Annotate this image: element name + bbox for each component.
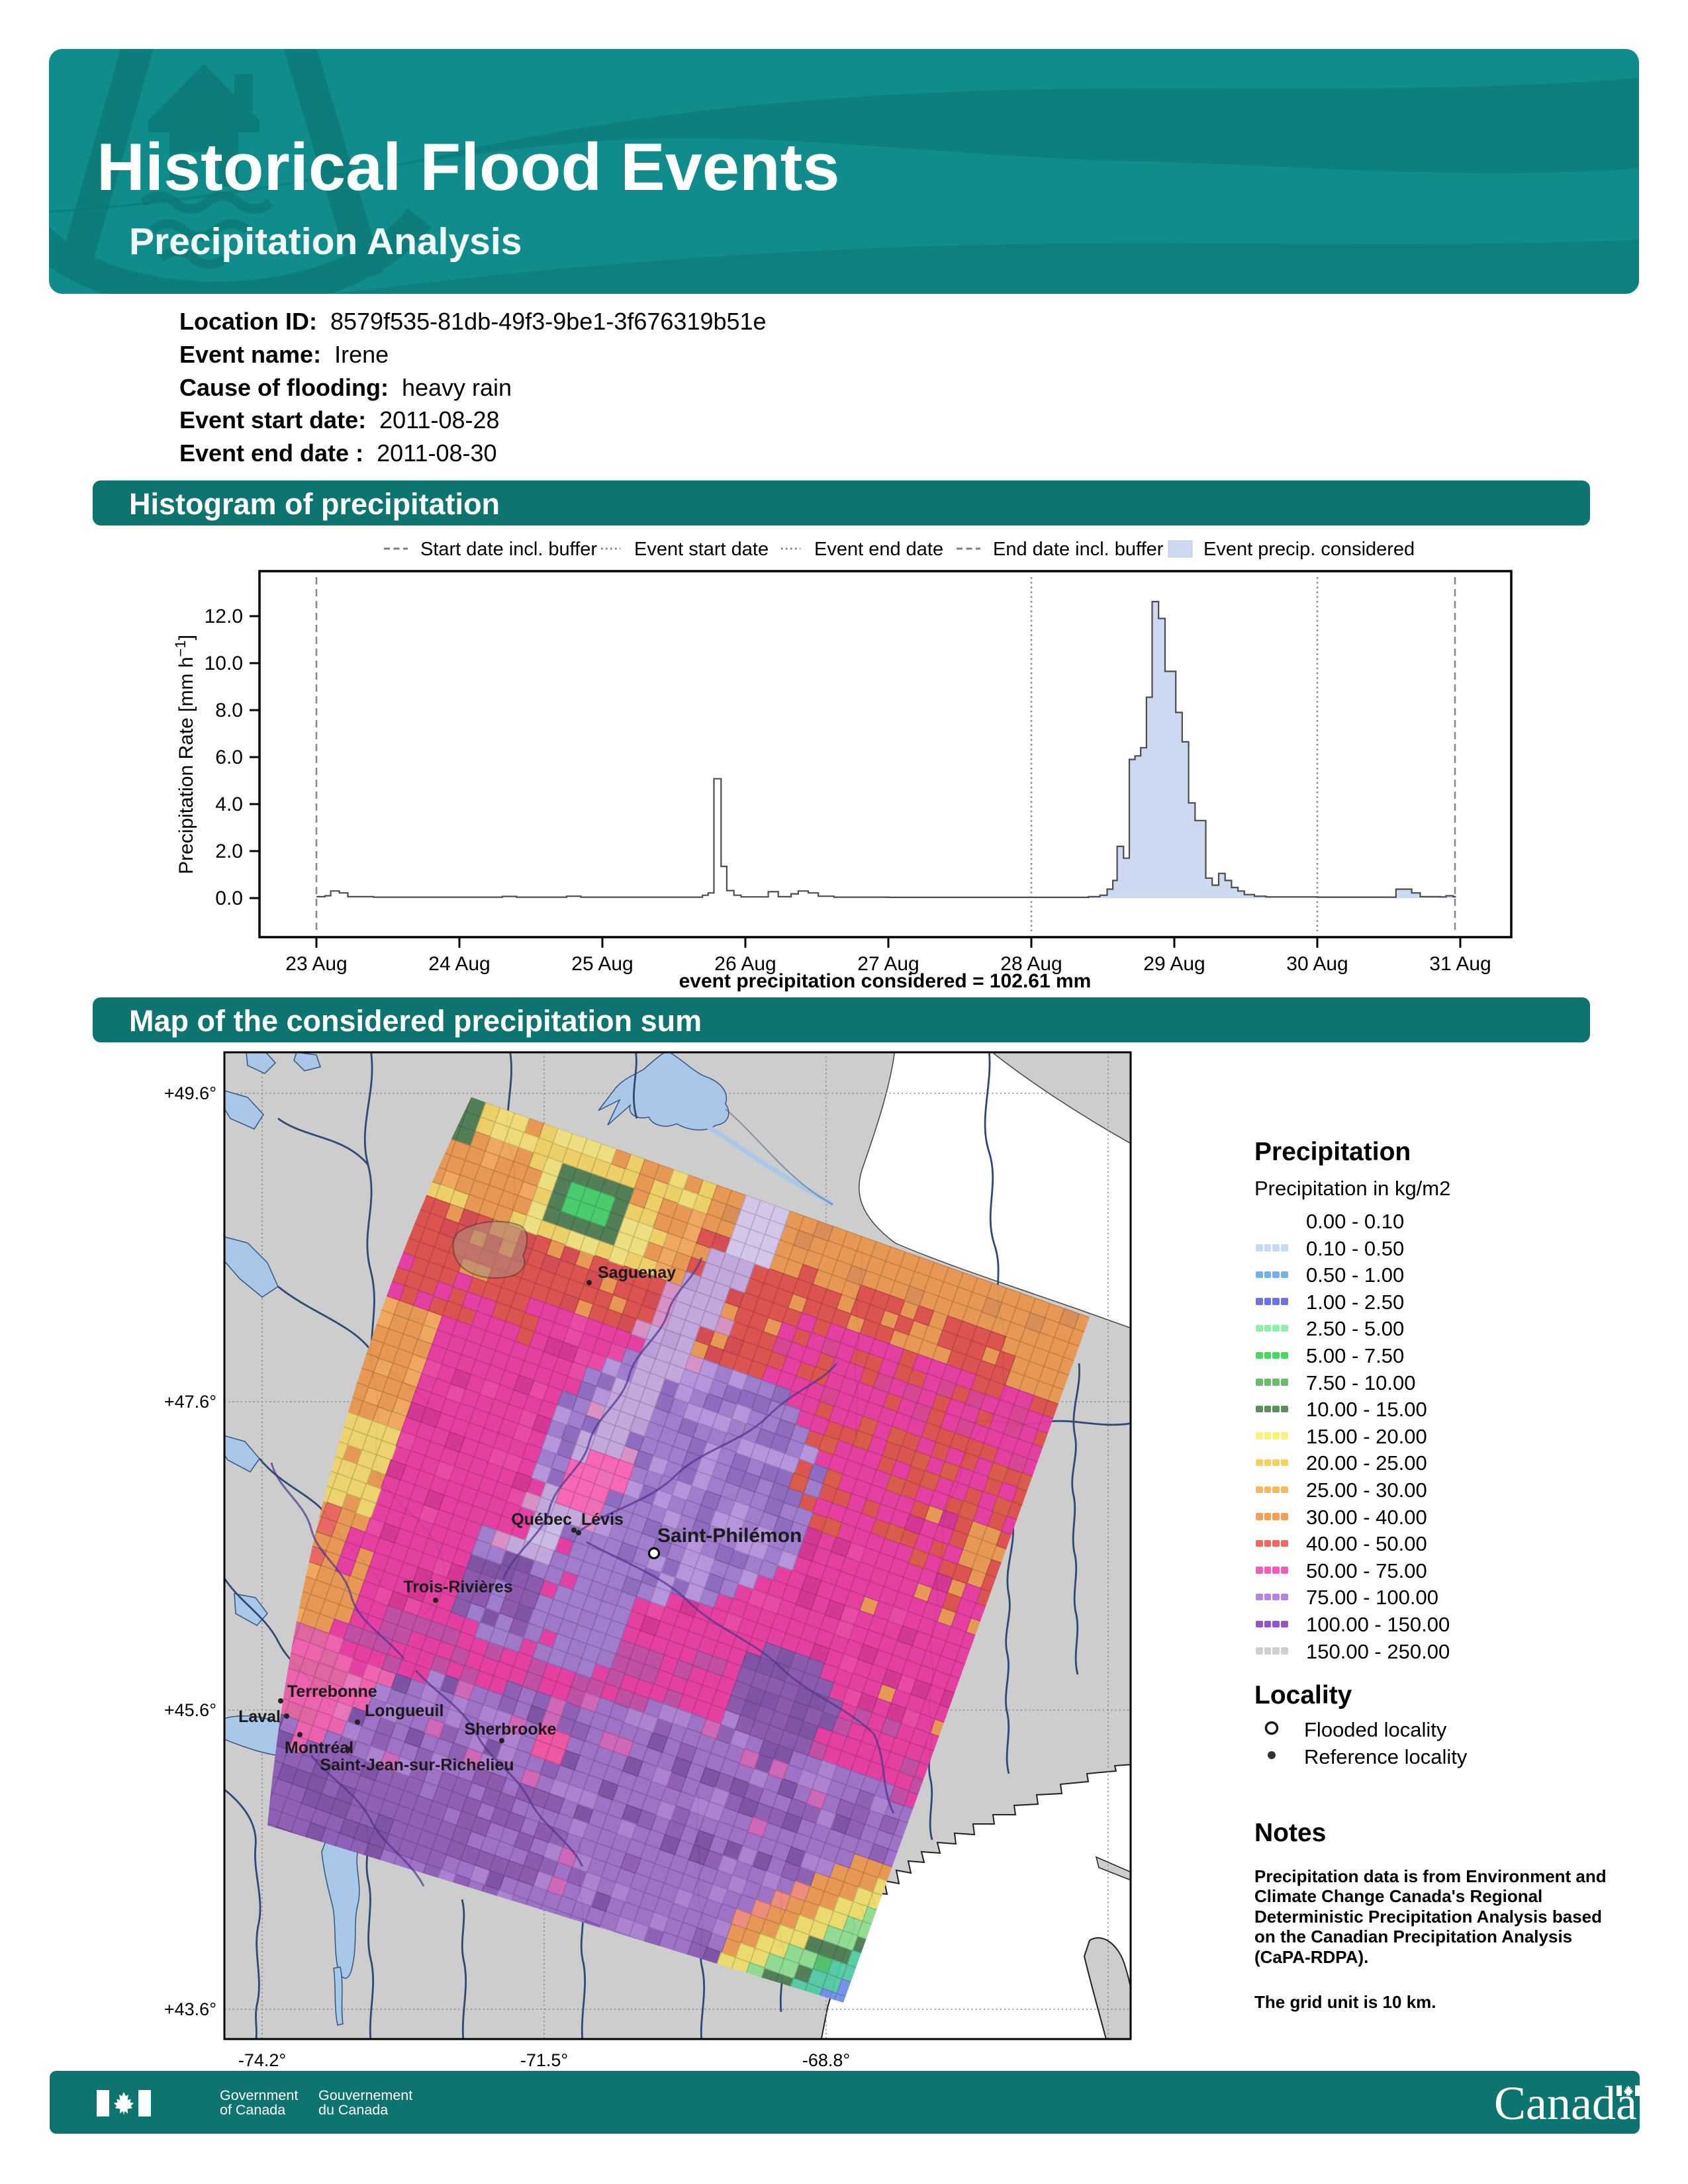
svg-text:Trois-Rivières: Trois-Rivières [403, 1578, 512, 1596]
svg-text:Start date incl. buffer: Start date incl. buffer [420, 539, 597, 560]
svg-text:29 Aug: 29 Aug [1143, 953, 1205, 975]
svg-text:25 Aug: 25 Aug [571, 953, 633, 975]
svg-text:Precipitation Rate [mm h−1]: Precipitation Rate [mm h−1] [172, 635, 197, 874]
svg-text:27 Aug: 27 Aug [857, 953, 919, 975]
svg-text:2.0: 2.0 [215, 841, 243, 862]
svg-text:-74.2°: -74.2° [238, 2050, 286, 2070]
svg-text:Lévis: Lévis [581, 1510, 624, 1529]
svg-text:24 Aug: 24 Aug [428, 953, 490, 975]
svg-text:Saint-Jean-sur-Richelieu: Saint-Jean-sur-Richelieu [320, 1756, 514, 1774]
svg-text:26 Aug: 26 Aug [714, 953, 776, 975]
svg-text:Sherbrooke: Sherbrooke [465, 1720, 557, 1739]
svg-text:10.0: 10.0 [205, 653, 243, 674]
svg-text:+47.6°: +47.6° [164, 1392, 216, 1412]
svg-text:-68.8°: -68.8° [802, 2050, 850, 2070]
svg-text:-71.5°: -71.5° [520, 2050, 568, 2070]
svg-text:Event precip. considered: Event precip. considered [1203, 539, 1415, 560]
svg-text:Québec: Québec [511, 1510, 572, 1529]
svg-text:Saint-Philémon: Saint-Philémon [657, 1525, 802, 1547]
svg-text:+45.6°: +45.6° [164, 1700, 216, 1720]
svg-text:4.0: 4.0 [215, 794, 243, 815]
svg-text:Event end date: Event end date [814, 539, 943, 560]
svg-text:event precipitation considered: event precipitation considered = 102.61 … [679, 970, 1092, 992]
svg-text:6.0: 6.0 [215, 747, 243, 768]
svg-text:28 Aug: 28 Aug [1000, 953, 1062, 975]
svg-text:Longueuil: Longueuil [365, 1702, 444, 1720]
svg-text:End date incl. buffer: End date incl. buffer [993, 539, 1164, 560]
svg-text:+49.6°: +49.6° [164, 1083, 216, 1103]
svg-text:Laval: Laval [238, 1707, 281, 1726]
svg-text:12.0: 12.0 [205, 606, 243, 627]
svg-text:8.0: 8.0 [215, 700, 243, 721]
svg-text:23 Aug: 23 Aug [285, 953, 347, 975]
svg-text:31 Aug: 31 Aug [1429, 953, 1491, 975]
svg-text:Montréal: Montréal [285, 1739, 353, 1757]
svg-text:Event start date: Event start date [634, 539, 769, 560]
svg-text:Terrebonne: Terrebonne [287, 1682, 377, 1701]
svg-text:+43.6°: +43.6° [164, 1999, 216, 2019]
svg-text:0.0: 0.0 [215, 887, 243, 909]
svg-text:30 Aug: 30 Aug [1286, 953, 1348, 975]
svg-text:Saguenay: Saguenay [598, 1263, 676, 1282]
